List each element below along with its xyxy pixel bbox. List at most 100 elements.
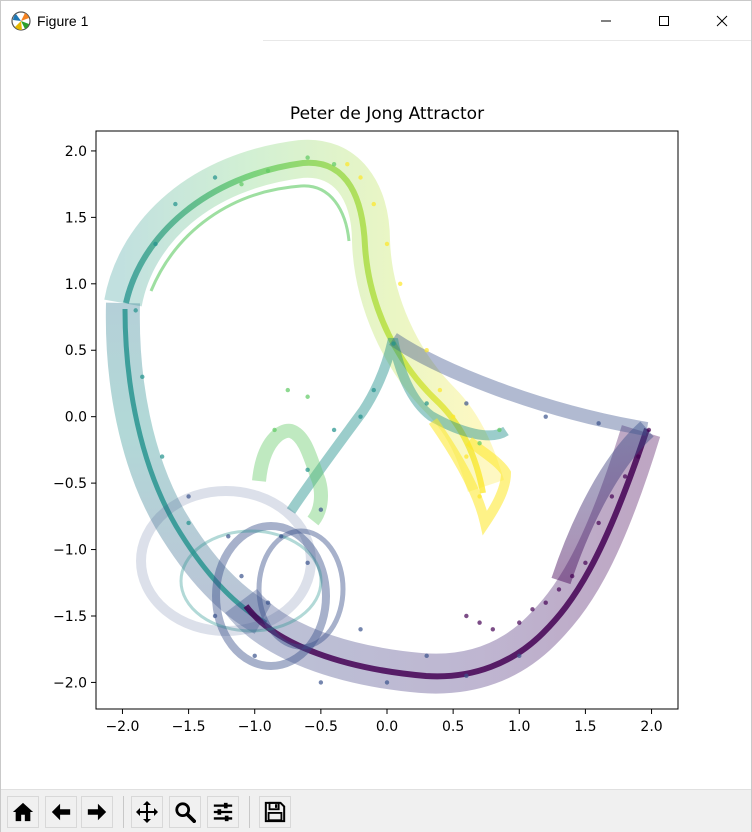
matplotlib-logo-icon: [11, 11, 31, 31]
scatter-point: [305, 467, 310, 473]
configure-subplots-button[interactable]: [207, 796, 239, 828]
x-tick-label: 1.5: [574, 719, 596, 735]
scatter-point: [497, 427, 502, 433]
scatter-point: [424, 401, 429, 406]
back-button[interactable]: [45, 796, 77, 828]
scatter-point: [569, 573, 575, 579]
chart-title: Peter de Jong Attractor: [290, 104, 484, 124]
minimize-icon: [601, 20, 611, 22]
toolbar-separator: [123, 796, 124, 828]
attractor-band-right: [551, 421, 654, 585]
scatter-point: [384, 680, 390, 685]
scatter-point: [464, 613, 469, 619]
scatter-point: [239, 181, 244, 187]
scatter-point: [583, 560, 588, 566]
scatter-point: [543, 414, 548, 419]
x-tick-label: −1.0: [238, 719, 272, 735]
attractor-band-inner-green: [252, 423, 328, 526]
attractor-plot: Peter de Jong Attractor −2.0 −1.5 −1.0 −0.5…: [53, 104, 679, 735]
attractor-loop: [179, 529, 323, 633]
scatter-point: [596, 520, 601, 526]
scatter-point: [477, 441, 482, 446]
minimize-button[interactable]: [583, 1, 629, 41]
y-tick-label: 0.5: [65, 343, 87, 359]
home-button[interactable]: [7, 796, 39, 828]
zoom-button[interactable]: [169, 796, 201, 828]
scatter-point: [345, 162, 350, 167]
y-tick-label: −2.0: [53, 675, 87, 691]
scatter-points: [133, 155, 652, 685]
home-icon: [12, 802, 34, 822]
x-tick-label: −0.5: [304, 719, 338, 735]
save-button[interactable]: [259, 796, 291, 828]
sliders-icon: [213, 802, 233, 822]
scatter-point: [646, 427, 652, 433]
maximize-button[interactable]: [641, 1, 687, 41]
scatter-point: [318, 507, 324, 512]
scatter-point: [543, 600, 548, 605]
scatter-point: [391, 341, 396, 346]
scatter-point: [464, 454, 469, 459]
toolbar-separator: [249, 796, 250, 828]
y-tick-label: 1.5: [65, 210, 87, 226]
navigation-toolbar: [1, 789, 751, 832]
scatter-point: [265, 168, 271, 174]
arrow-left-icon: [51, 803, 71, 821]
attractor-band-upper-edge: [149, 184, 351, 292]
title-divider: [263, 40, 751, 41]
scatter-point: [490, 627, 496, 632]
scatter-point: [173, 201, 178, 207]
x-tick-label: −2.0: [105, 719, 139, 735]
close-icon: [716, 15, 728, 27]
scatter-point: [133, 308, 138, 313]
scatter-point: [305, 560, 310, 566]
scatter-point: [358, 175, 363, 180]
scatter-point: [159, 454, 165, 459]
magnifier-icon: [175, 802, 196, 823]
arrow-right-icon: [87, 803, 107, 821]
forward-button[interactable]: [81, 796, 113, 828]
scatter-point: [622, 474, 628, 479]
scatter-point: [305, 155, 310, 160]
x-axis: −2.0 −1.5 −1.0 −0.5 0.0 0.5 1.0 1.5 2.0: [105, 709, 663, 735]
scatter-point: [477, 620, 482, 625]
scatter-point: [609, 494, 615, 499]
attractor-band-yellow-fold: [428, 418, 512, 536]
scatter-point: [212, 613, 218, 619]
attractor-band-left-core: [122, 308, 268, 626]
floppy-disk-icon: [264, 801, 286, 823]
scatter-point: [278, 534, 284, 539]
scatter-point: [186, 520, 191, 526]
attractor-band-diagonal: [389, 333, 649, 436]
scatter-point: [331, 162, 337, 167]
attractor-band-inner: [286, 337, 509, 514]
scatter-point: [464, 673, 469, 678]
figure-canvas[interactable]: Peter de Jong Attractor −2.0 −1.5 −1.0 −0.5…: [1, 41, 751, 789]
scatter-point: [305, 394, 310, 399]
scatter-point: [272, 427, 277, 433]
scatter-point: [596, 421, 601, 426]
x-tick-label: −1.5: [172, 719, 206, 735]
y-tick-label: −0.5: [53, 476, 87, 492]
title-bar: Figure 1: [1, 1, 751, 41]
scatter-point: [358, 414, 363, 419]
scatter-point: [265, 600, 271, 605]
scatter-point: [331, 427, 337, 433]
attractor-loop: [212, 522, 330, 670]
move-icon: [136, 801, 158, 823]
scatter-point: [212, 175, 218, 180]
y-tick-label: 0.0: [65, 410, 87, 426]
scatter-point: [371, 387, 376, 393]
scatter-point: [530, 607, 535, 612]
scatter-point: [318, 680, 324, 685]
scatter-point: [437, 387, 443, 393]
scatter-point: [239, 573, 244, 579]
scatter-point: [464, 401, 469, 406]
x-tick-label: 0.0: [376, 719, 398, 735]
scatter-point: [153, 241, 158, 247]
pan-button[interactable]: [131, 796, 163, 828]
window-title: Figure 1: [37, 13, 89, 29]
close-button[interactable]: [699, 1, 745, 41]
scatter-point: [424, 348, 429, 353]
